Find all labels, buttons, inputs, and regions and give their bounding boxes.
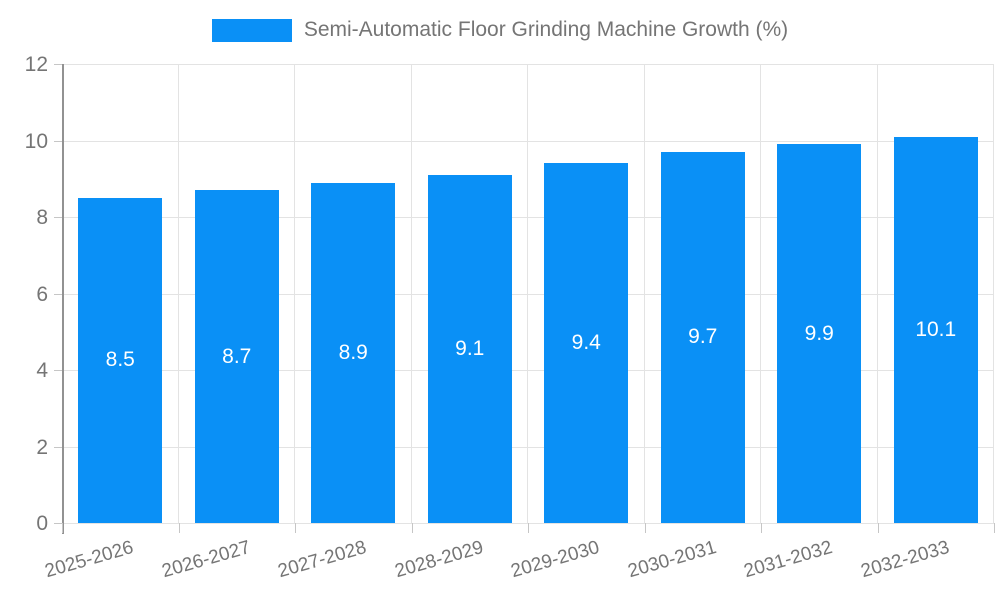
y-axis-tick-label: 8 <box>36 206 48 229</box>
y-axis-tick-label: 12 <box>24 53 48 76</box>
v-gridline <box>993 64 994 523</box>
x-axis-tick <box>528 523 529 533</box>
v-gridline <box>643 64 645 523</box>
bar-2032-2033[interactable]: 10.1 <box>893 136 978 523</box>
x-axis-tick <box>761 523 762 533</box>
legend: Semi-Automatic Floor Grinding Machine Gr… <box>0 18 1000 42</box>
h-gridline <box>62 293 994 295</box>
y-axis-tick <box>54 370 62 371</box>
x-axis-category-label: 2027-2028 <box>275 537 370 583</box>
y-axis-tick <box>54 217 62 218</box>
bar-2029-2030[interactable]: 9.4 <box>544 163 629 523</box>
y-axis-tick-label: 4 <box>36 359 48 382</box>
bar-2030-2031[interactable]: 9.7 <box>660 151 745 523</box>
x-axis-category-label: 2025-2026 <box>42 537 137 583</box>
v-gridline <box>760 64 761 523</box>
bar-2025-2026[interactable]: 8.5 <box>78 197 163 523</box>
x-axis-category-label: 2026-2027 <box>159 537 253 583</box>
h-gridline <box>62 370 994 371</box>
v-gridline <box>527 64 528 523</box>
x-axis-category-label: 2030-2031 <box>625 537 719 583</box>
x-axis-tick <box>411 523 413 533</box>
legend-series-label[interactable]: Semi-Automatic Floor Grinding Machine Gr… <box>303 18 789 41</box>
x-axis-tick <box>877 523 879 533</box>
h-gridline <box>62 217 994 218</box>
bar-value-label: 9.7 <box>688 325 718 349</box>
bar-value-label: 9.4 <box>571 331 601 355</box>
legend-series-swatch[interactable] <box>211 18 292 42</box>
x-axis-tick <box>178 523 180 533</box>
y-axis-tick <box>54 293 62 295</box>
y-axis-tick-label: 6 <box>36 282 48 306</box>
bar-2031-2032[interactable]: 9.9 <box>777 144 862 523</box>
x-axis-category-label: 2031-2032 <box>741 537 836 583</box>
bar-2027-2028[interactable]: 8.9 <box>311 182 396 523</box>
bar-value-label: 9.9 <box>804 321 834 345</box>
bar-2028-2029[interactable]: 9.1 <box>427 174 512 523</box>
h-gridline <box>62 64 994 65</box>
h-gridline <box>62 446 994 448</box>
h-gridline <box>62 140 994 142</box>
y-axis-tick <box>54 523 62 524</box>
x-axis-tick <box>644 523 646 533</box>
v-gridline <box>876 64 878 523</box>
bar-value-label: 8.9 <box>338 340 368 364</box>
bar-2026-2027[interactable]: 8.7 <box>194 190 279 523</box>
bar-value-label: 9.1 <box>455 336 485 360</box>
y-axis-tick <box>54 140 62 142</box>
y-axis-line <box>62 64 64 534</box>
x-axis-category-label: 2032-2033 <box>858 537 952 583</box>
x-axis-category-label: 2028-2029 <box>392 537 486 583</box>
bar-value-label: 8.5 <box>105 348 135 372</box>
plot-area: 8.5 8.7 8.9 9.1 9.4 9.7 9.9 10.1 <box>62 64 994 524</box>
x-axis-tick <box>295 523 296 533</box>
y-axis-tick-label: 0 <box>36 512 48 535</box>
y-axis-tick <box>54 64 62 65</box>
y-axis-tick-label: 2 <box>36 435 48 459</box>
v-gridline <box>410 64 412 523</box>
v-gridline <box>177 64 179 523</box>
y-axis-tick <box>54 446 62 448</box>
v-gridline <box>294 64 295 523</box>
x-axis-category-label: 2029-2030 <box>508 537 603 583</box>
y-axis-tick-label: 10 <box>24 129 48 153</box>
x-axis-tick <box>994 523 995 533</box>
bar-value-label: 8.7 <box>222 344 252 368</box>
bar-value-label: 10.1 <box>915 317 957 341</box>
x-axis-tick <box>62 523 63 533</box>
